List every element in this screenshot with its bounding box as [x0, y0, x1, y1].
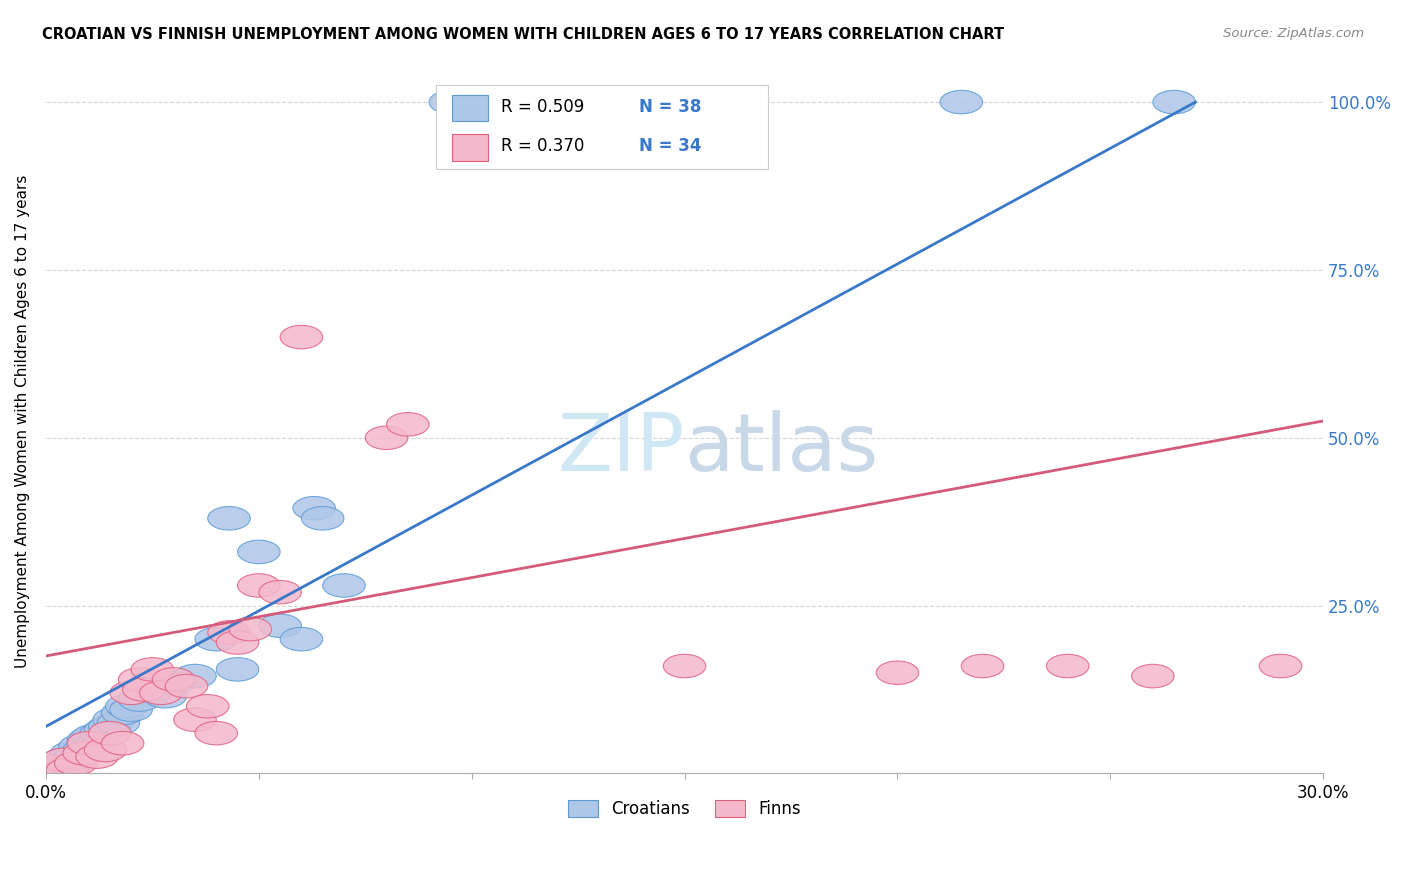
- FancyBboxPatch shape: [436, 86, 768, 169]
- Ellipse shape: [152, 671, 195, 695]
- Ellipse shape: [46, 756, 89, 780]
- Ellipse shape: [292, 497, 336, 520]
- FancyBboxPatch shape: [453, 134, 488, 161]
- Ellipse shape: [238, 541, 280, 564]
- Ellipse shape: [152, 668, 195, 691]
- Ellipse shape: [195, 627, 238, 651]
- Ellipse shape: [941, 90, 983, 114]
- Ellipse shape: [34, 758, 76, 781]
- FancyBboxPatch shape: [453, 95, 488, 121]
- Ellipse shape: [536, 90, 578, 114]
- Ellipse shape: [38, 755, 80, 779]
- Ellipse shape: [280, 326, 323, 349]
- Ellipse shape: [63, 741, 105, 765]
- Legend: Croatians, Finns: Croatians, Finns: [561, 794, 807, 825]
- Text: R = 0.509: R = 0.509: [501, 98, 583, 116]
- Ellipse shape: [84, 718, 127, 741]
- Ellipse shape: [131, 657, 174, 681]
- Ellipse shape: [450, 90, 494, 114]
- Text: Source: ZipAtlas.com: Source: ZipAtlas.com: [1223, 27, 1364, 40]
- Ellipse shape: [208, 507, 250, 530]
- Y-axis label: Unemployment Among Women with Children Ages 6 to 17 years: Unemployment Among Women with Children A…: [15, 174, 30, 668]
- Text: R = 0.370: R = 0.370: [501, 137, 583, 155]
- Ellipse shape: [217, 631, 259, 654]
- Ellipse shape: [387, 413, 429, 436]
- Ellipse shape: [143, 684, 187, 708]
- Ellipse shape: [42, 748, 84, 772]
- Ellipse shape: [101, 701, 143, 725]
- Ellipse shape: [80, 722, 122, 745]
- Ellipse shape: [76, 731, 118, 755]
- Ellipse shape: [118, 668, 160, 691]
- Text: ZIP: ZIP: [557, 410, 685, 488]
- Ellipse shape: [187, 695, 229, 718]
- Ellipse shape: [67, 731, 110, 755]
- Ellipse shape: [97, 711, 139, 735]
- Ellipse shape: [55, 745, 97, 768]
- Ellipse shape: [217, 657, 259, 681]
- Ellipse shape: [301, 507, 344, 530]
- Text: N = 34: N = 34: [638, 137, 702, 155]
- Ellipse shape: [34, 755, 76, 779]
- Ellipse shape: [876, 661, 918, 684]
- Ellipse shape: [429, 90, 471, 114]
- Ellipse shape: [46, 758, 89, 781]
- Ellipse shape: [72, 725, 114, 748]
- Ellipse shape: [208, 621, 250, 644]
- Ellipse shape: [174, 665, 217, 688]
- Ellipse shape: [195, 722, 238, 745]
- Ellipse shape: [139, 681, 183, 705]
- Ellipse shape: [59, 735, 101, 758]
- Ellipse shape: [280, 627, 323, 651]
- Ellipse shape: [101, 731, 143, 755]
- Ellipse shape: [1046, 654, 1090, 678]
- Ellipse shape: [664, 654, 706, 678]
- Ellipse shape: [63, 739, 105, 762]
- Ellipse shape: [89, 722, 131, 745]
- Ellipse shape: [1260, 654, 1302, 678]
- Ellipse shape: [1132, 665, 1174, 688]
- Ellipse shape: [67, 728, 110, 752]
- Ellipse shape: [51, 741, 93, 765]
- Ellipse shape: [110, 681, 152, 705]
- Ellipse shape: [131, 678, 174, 701]
- Ellipse shape: [323, 574, 366, 598]
- Text: CROATIAN VS FINNISH UNEMPLOYMENT AMONG WOMEN WITH CHILDREN AGES 6 TO 17 YEARS CO: CROATIAN VS FINNISH UNEMPLOYMENT AMONG W…: [42, 27, 1004, 42]
- Ellipse shape: [42, 748, 84, 772]
- Ellipse shape: [259, 581, 301, 604]
- Ellipse shape: [259, 614, 301, 638]
- Ellipse shape: [84, 739, 127, 762]
- Ellipse shape: [55, 752, 97, 775]
- Text: N = 38: N = 38: [638, 98, 702, 116]
- Ellipse shape: [93, 708, 135, 731]
- Ellipse shape: [165, 674, 208, 698]
- Ellipse shape: [238, 574, 280, 598]
- Ellipse shape: [366, 426, 408, 450]
- Ellipse shape: [118, 688, 160, 711]
- Text: atlas: atlas: [685, 410, 879, 488]
- Ellipse shape: [105, 695, 148, 718]
- Ellipse shape: [229, 617, 271, 640]
- Ellipse shape: [110, 698, 152, 722]
- Ellipse shape: [1153, 90, 1195, 114]
- Ellipse shape: [76, 745, 118, 768]
- Ellipse shape: [962, 654, 1004, 678]
- Ellipse shape: [122, 678, 165, 701]
- Ellipse shape: [89, 714, 131, 739]
- Ellipse shape: [174, 708, 217, 731]
